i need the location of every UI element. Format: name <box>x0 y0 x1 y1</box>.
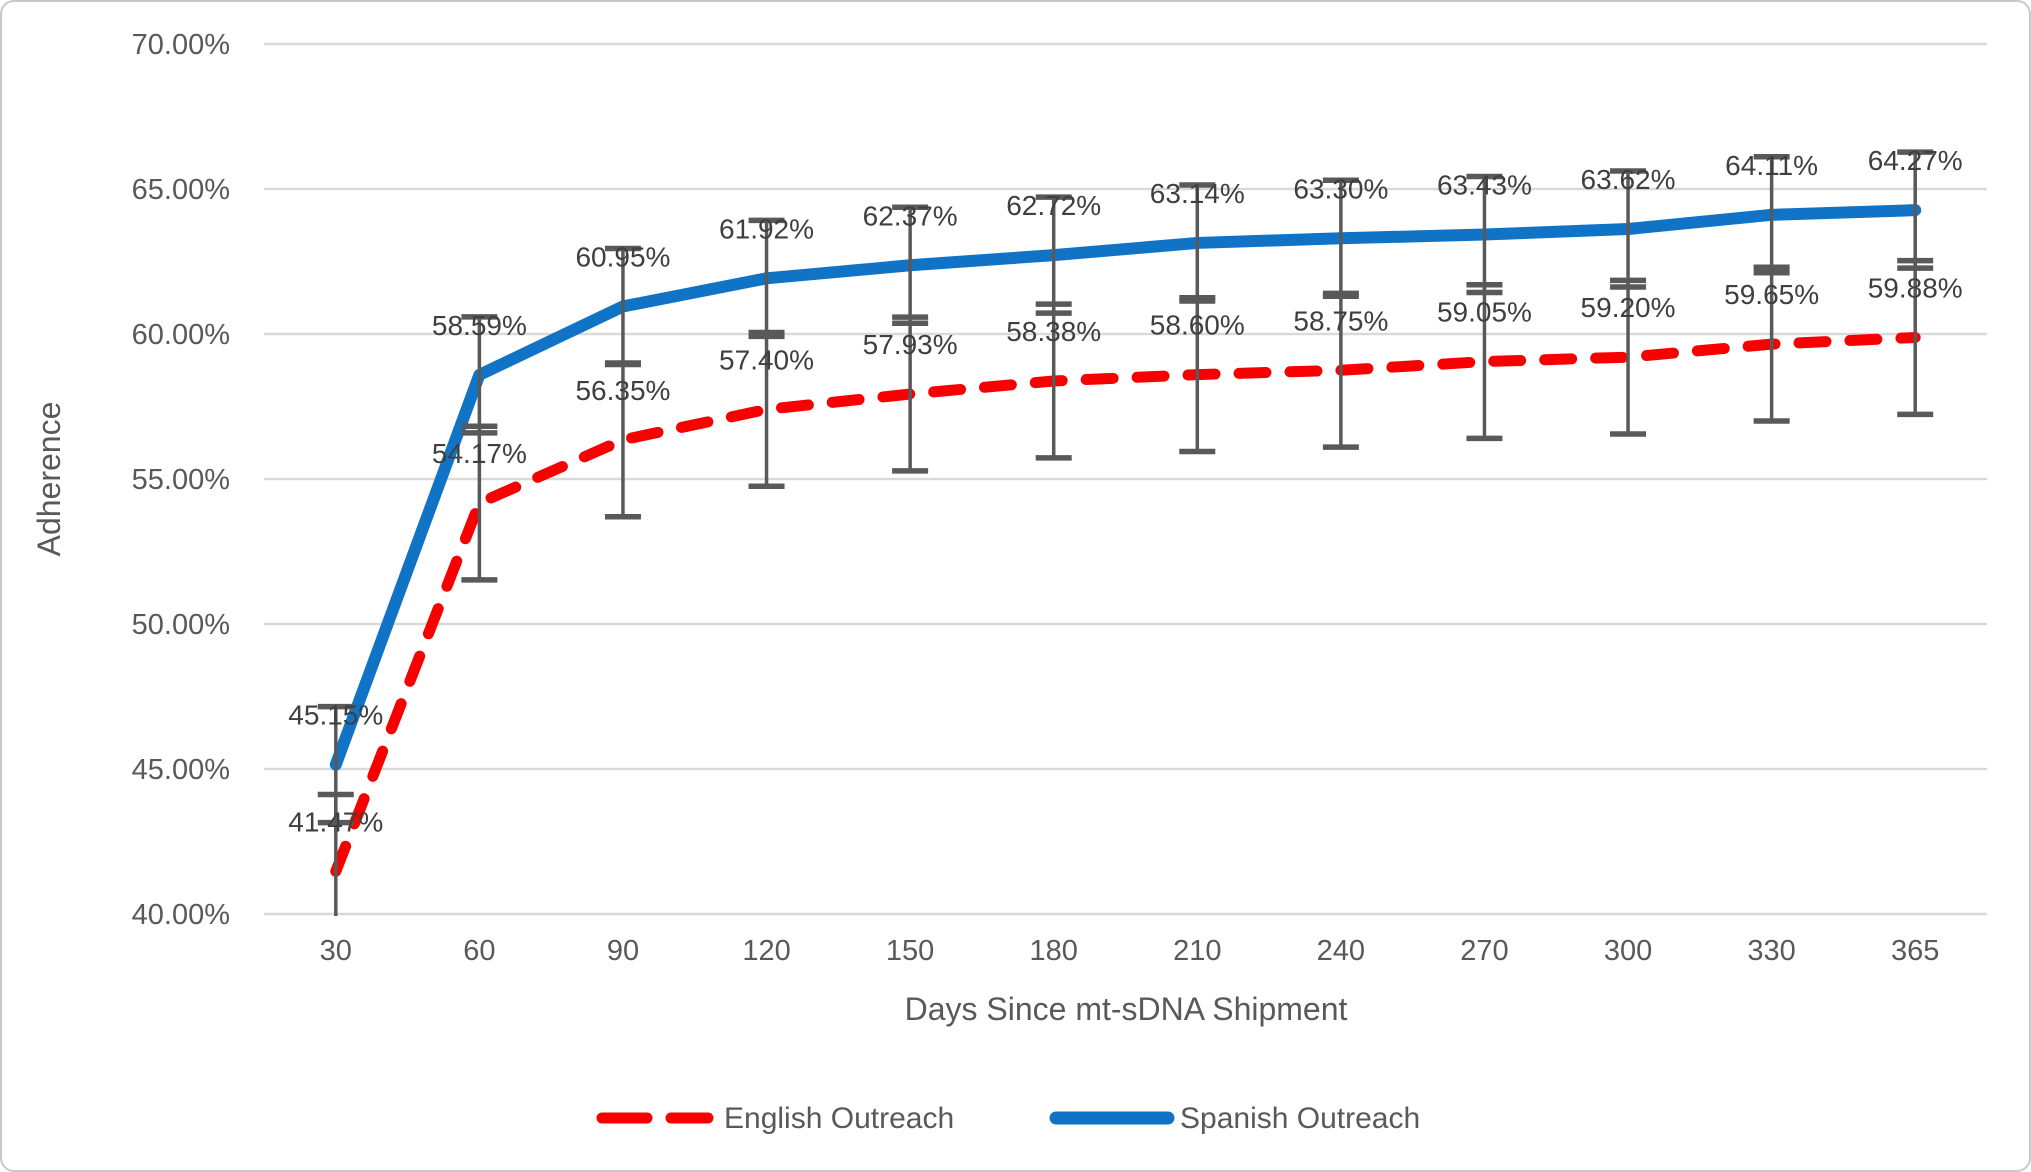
y-tick-label: 65.00% <box>132 174 230 206</box>
error-bar <box>1753 154 1790 276</box>
data-point-label: 63.43% <box>1437 170 1532 201</box>
data-point-label: 59.88% <box>1868 272 1963 303</box>
gridlines <box>264 42 1987 916</box>
spanish-outreach-line <box>329 204 1922 771</box>
data-point-label: 63.62% <box>1581 164 1676 195</box>
error-bar <box>461 314 498 436</box>
data-labels: 41.47% 54.17% 56.35% 57.40% 57.93% 58.38% 58.6… <box>288 145 1962 837</box>
y-tick-label: 60.00% <box>132 319 230 351</box>
data-point-label: 63.14% <box>1150 178 1245 209</box>
data-point-label: 63.30% <box>1293 173 1388 204</box>
english-outreach-line <box>330 331 1921 877</box>
y-axis-tick-labels: 70.00% 65.00% 60.00% 55.00% 50.00% 45.00% 40.0… <box>132 29 230 931</box>
data-point-label: 54.17% <box>432 438 527 469</box>
error-bar <box>1897 149 1934 271</box>
data-point-label: 59.05% <box>1437 297 1532 328</box>
error-bar <box>1610 168 1647 290</box>
y-tick-label: 50.00% <box>132 609 230 641</box>
english-outreach-legend-label: English Outreach <box>724 1102 954 1135</box>
spanish-outreach-legend-label: Spanish Outreach <box>1180 1102 1420 1135</box>
data-point-label: 64.27% <box>1868 145 1963 176</box>
x-tick-label: 60 <box>463 935 495 967</box>
x-tick-label: 120 <box>742 935 790 967</box>
y-tick-label: 45.00% <box>132 754 230 786</box>
data-point-label: 58.75% <box>1293 305 1388 336</box>
y-tick-label: 70.00% <box>132 29 230 61</box>
x-tick-label: 180 <box>1030 935 1078 967</box>
data-point-label: 59.65% <box>1724 279 1819 310</box>
data-point-label: 56.35% <box>575 375 670 406</box>
data-point-label: 62.72% <box>1006 190 1101 221</box>
x-tick-label: 365 <box>1891 935 1939 967</box>
y-tick-label: 40.00% <box>132 899 230 931</box>
data-point-label: 62.37% <box>863 200 958 231</box>
error-bar <box>748 217 785 340</box>
x-tick-label: 30 <box>320 935 352 967</box>
error-bar <box>604 245 641 368</box>
x-tick-label: 90 <box>607 935 639 967</box>
data-point-label: 58.60% <box>1150 310 1245 341</box>
data-point-label: 58.38% <box>1006 316 1101 347</box>
data-point-label: 57.40% <box>719 344 814 375</box>
legend: English Outreach Spanish Outreach <box>596 1102 1420 1135</box>
error-bars <box>317 149 1934 916</box>
data-point-label: 60.95% <box>575 241 670 272</box>
series-lines <box>329 204 1922 877</box>
y-tick-label: 55.00% <box>132 464 230 496</box>
error-bar <box>1179 182 1216 304</box>
data-point-label: 61.92% <box>719 213 814 244</box>
x-tick-label: 330 <box>1747 935 1795 967</box>
x-tick-label: 300 <box>1604 935 1652 967</box>
data-point-label: 45.15% <box>288 700 383 731</box>
error-bar <box>892 204 929 327</box>
data-point-label: 59.20% <box>1581 292 1676 323</box>
y-axis-title: Adherence <box>31 402 67 557</box>
x-axis-tick-labels: 30 60 90 120 150 180 210 240 270 300 330 365 <box>320 935 1940 967</box>
error-bar <box>1466 173 1503 296</box>
x-tick-label: 210 <box>1173 935 1221 967</box>
error-bar <box>317 703 354 826</box>
error-bar <box>1035 194 1072 316</box>
x-tick-label: 150 <box>886 935 934 967</box>
data-point-label: 64.11% <box>1725 150 1818 181</box>
data-point-label: 41.47% <box>288 806 383 837</box>
data-point-label: 57.93% <box>863 329 958 360</box>
x-tick-label: 270 <box>1460 935 1508 967</box>
x-tick-label: 240 <box>1317 935 1365 967</box>
error-bar <box>1322 177 1359 300</box>
x-axis-title: Days Since mt-sDNA Shipment <box>905 991 1348 1027</box>
data-point-label: 58.59% <box>432 310 527 341</box>
